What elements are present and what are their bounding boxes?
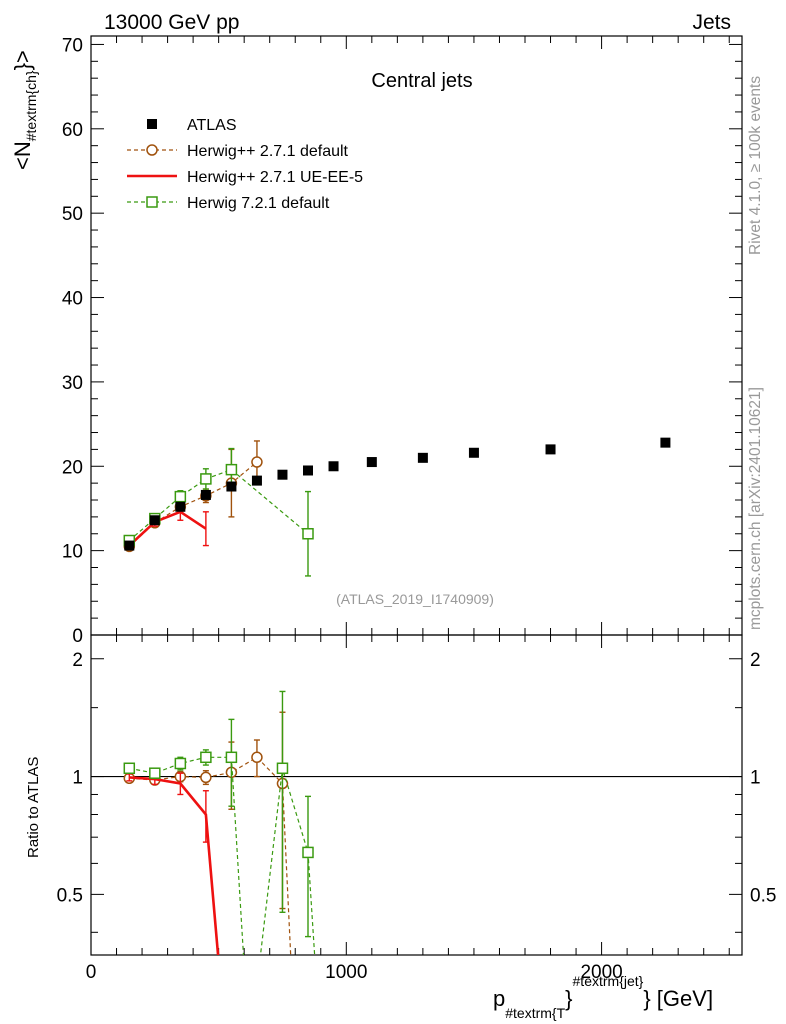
y-tick-label: 60 xyxy=(62,120,83,141)
legend-label-herwig-2-7-1-default: Herwig++ 2.7.1 default xyxy=(187,143,349,160)
x-tick-label: 2000 xyxy=(580,962,622,983)
y-tick-label: 40 xyxy=(62,289,83,310)
main-point-atlas xyxy=(226,481,237,492)
main-point-herwig-2-7-1-default xyxy=(251,456,263,468)
legend-label-atlas: ATLAS xyxy=(187,117,237,134)
ratio-plot-series xyxy=(123,690,316,955)
header-left: 13000 GeV pp xyxy=(104,11,239,34)
y-tick-label: 30 xyxy=(62,373,83,394)
main-point-atlas xyxy=(303,465,313,476)
side-label-rivet: Rivet 4.1.0, ≥ 100k events xyxy=(747,76,764,255)
legend-marker-herwig-2-7-1-default xyxy=(146,144,158,156)
main-point-atlas xyxy=(277,469,288,480)
main-point-herwig-7-2-1-default xyxy=(174,490,187,503)
main-series-herwig-7-2-1-default xyxy=(123,447,314,577)
svg-text:<N#textrm{ch}}>: <N#textrm{ch}}> xyxy=(10,50,39,170)
y-tick-label: 10 xyxy=(62,542,83,563)
ratio-point-herwig-2-7-1-default xyxy=(200,771,212,784)
y-tick-label: 70 xyxy=(62,35,83,56)
legend-label-herwig-7-2-1-default: Herwig 7.2.1 default xyxy=(187,195,330,212)
main-point-herwig-7-2-1-default xyxy=(225,463,238,476)
side-label-mcplots: mcplots.cern.ch [arXiv:2401.10621] xyxy=(747,387,764,630)
main-plot-title: Central jets xyxy=(371,70,472,92)
legend: ATLAS Herwig++ 2.7.1 default Herwig++ 2.7.… xyxy=(127,117,363,212)
main-line-herwig-2-7-1-ue-ee-5 xyxy=(128,510,207,547)
x-tick-label: 1000 xyxy=(325,962,367,983)
main-series-herwig-2-7-1-ue-ee-5 xyxy=(126,502,209,549)
main-plot-series xyxy=(123,437,671,577)
ratio-line-herwig-7-2-1-default xyxy=(129,756,316,955)
main-point-atlas xyxy=(417,452,428,463)
ratio-y-tick-label-right: 2 xyxy=(750,650,761,671)
ratio-y-tick-label-right: 0.5 xyxy=(750,885,776,906)
main-point-atlas xyxy=(200,489,211,500)
ratio-plot-area: 0.5 0.5 1 1 2 2 0 1000 2000 xyxy=(57,634,776,983)
main-point-atlas xyxy=(124,540,135,551)
svg-text:p#textrm{T}#textrm{jet}} [GeV]: p#textrm{T}#textrm{jet}} [GeV] xyxy=(493,973,713,1021)
watermark: (ATLAS_2019_I1740909) xyxy=(336,591,494,607)
x-axis-title: p#textrm{T}#textrm{jet}} [GeV] xyxy=(493,973,713,1021)
main-series-atlas xyxy=(124,437,671,551)
ratio-y-tick-label-right: 1 xyxy=(750,768,761,789)
ratio-y-tick-label: 1 xyxy=(72,768,83,789)
ratio-y-tick-label: 2 xyxy=(72,650,83,671)
ratio-point-herwig-7-2-1-default xyxy=(302,846,314,859)
main-plot-area: 0 10 20 30 40 50 60 70 xyxy=(62,35,743,647)
ratio-point-herwig-7-2-1-default xyxy=(276,762,289,775)
ratio-point-herwig-7-2-1-default xyxy=(123,762,136,775)
main-point-atlas xyxy=(328,461,339,472)
legend-label-herwig-2-7-1-ue-ee-5: Herwig++ 2.7.1 UE-EE-5 xyxy=(187,169,363,186)
main-point-atlas xyxy=(545,444,556,455)
header-right: Jets xyxy=(692,11,731,34)
ratio-point-herwig-7-2-1-default xyxy=(225,751,238,764)
ratio-y-axis-title: Ratio to ATLAS xyxy=(25,757,42,858)
y-tick-label: 20 xyxy=(62,457,83,478)
main-series-herwig-2-7-1-default xyxy=(123,440,263,553)
ratio-point-herwig-7-2-1-default xyxy=(149,767,161,779)
main-point-herwig-7-2-1-default xyxy=(200,473,212,485)
y-axis-title: <N#textrm{ch}}> xyxy=(10,50,39,170)
ratio-point-herwig-7-2-1-default xyxy=(174,757,187,770)
main-point-atlas xyxy=(660,437,671,448)
ratio-series-herwig-7-2-1-default xyxy=(123,690,316,955)
legend-marker-atlas xyxy=(147,119,157,129)
x-tick-label: 0 xyxy=(86,962,97,983)
ratio-line-herwig-2-7-1-ue-ee-5 xyxy=(129,776,220,955)
main-line-herwig-7-2-1-default xyxy=(128,468,309,541)
ratio-y-tick-label: 0.5 xyxy=(57,885,83,906)
y-tick-label: 50 xyxy=(62,204,83,225)
ratio-plot-frame xyxy=(90,634,743,956)
main-point-herwig-7-2-1-default xyxy=(302,528,314,540)
main-point-atlas xyxy=(251,475,262,486)
y-tick-label: 0 xyxy=(72,626,83,647)
ratio-point-herwig-7-2-1-default xyxy=(200,751,212,764)
ratio-series-herwig-2-7-1-ue-ee-5 xyxy=(126,772,220,955)
main-point-atlas xyxy=(366,457,377,468)
main-point-atlas xyxy=(175,501,186,512)
main-point-atlas xyxy=(468,447,479,458)
main-point-atlas xyxy=(149,515,160,526)
legend-marker-herwig-7-2-1-default xyxy=(146,196,158,208)
ratio-point-herwig-2-7-1-default xyxy=(251,751,263,764)
